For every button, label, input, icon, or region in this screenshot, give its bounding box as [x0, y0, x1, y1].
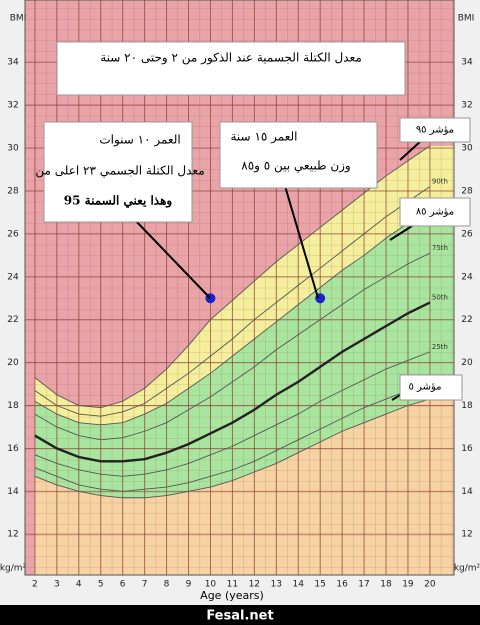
x-tick-label: 12: [249, 580, 260, 590]
y-tick-label: 16: [461, 444, 473, 454]
footer: Fesal.net: [206, 609, 273, 624]
y-tick-label: 22: [7, 315, 18, 325]
x-axis-label: Age (years): [200, 589, 264, 602]
curve-label: 90th: [432, 178, 448, 186]
annotation-box: [399, 197, 471, 227]
y-tick-label: 24: [7, 272, 19, 282]
y-unit: kg/m²: [0, 564, 27, 574]
y-unit: kg/m²: [454, 564, 480, 574]
y-tick-label: 28: [7, 186, 19, 196]
y-tick-label: 20: [7, 358, 19, 368]
y-axis-label: BMI: [458, 14, 475, 24]
y-tick-label: 32: [461, 101, 472, 111]
y-tick-label: 26: [7, 229, 19, 239]
curve-label: 75th: [432, 244, 448, 252]
y-tick-label: 34: [7, 58, 19, 68]
x-tick-label: 4: [76, 580, 82, 590]
y-tick-label: 34: [461, 58, 473, 68]
arrow: [134, 219, 211, 299]
y-tick-label: 14: [7, 487, 19, 497]
annotation: معدل الكتلة الجسمي ٢٣ اعلى من: [35, 164, 204, 178]
percentile-curve: [34, 301, 431, 463]
annotation-box: [399, 374, 463, 401]
x-tick-label: 11: [227, 580, 238, 590]
percentile-curve: [34, 398, 430, 499]
x-tick-label: 19: [402, 580, 414, 590]
percentile-curve: [34, 186, 431, 417]
x-tick-label: 15: [314, 580, 325, 590]
x-tick-label: 16: [336, 580, 348, 590]
arrow: [389, 225, 413, 241]
y-tick-label: 22: [461, 315, 472, 325]
y-tick-label: 30: [7, 144, 19, 154]
y-tick-label: 24: [461, 272, 473, 282]
x-tick-label: 10: [205, 580, 217, 590]
x-tick-label: 17: [358, 580, 369, 590]
x-tick-label: 5: [98, 580, 104, 590]
footer-bar: [0, 605, 480, 625]
y-axis-label: BMI: [10, 14, 27, 24]
y-tick-label: 28: [461, 186, 473, 196]
y-tick-label: 18: [461, 401, 473, 411]
y-tick-label: 26: [461, 229, 473, 239]
plot-frame: [24, 0, 455, 576]
annotation: وزن طبيعي بين ٥ و٨٥: [241, 159, 350, 173]
arrow: [284, 185, 319, 299]
x-tick-label: 18: [380, 580, 392, 590]
y-tick-label: 30: [461, 144, 473, 154]
percentile-curve: [34, 207, 431, 426]
y-tick-label: 12: [7, 530, 18, 540]
annotation: العمر ١٥ سنة: [231, 130, 298, 144]
x-tick-label: 8: [164, 580, 170, 590]
annotation: وهذا يعني السمنة 95: [64, 194, 173, 209]
x-tick-label: 2: [32, 580, 38, 590]
y-tick-label: 12: [461, 530, 472, 540]
x-tick-label: 13: [271, 580, 282, 590]
curve-label: 25th: [432, 343, 448, 351]
x-tick-label: 3: [54, 580, 60, 590]
percentile-curve: [34, 145, 431, 409]
y-tick-label: 20: [461, 358, 473, 368]
minor-grid: [25, 0, 454, 575]
annotation-box: [43, 121, 193, 223]
x-tick-label: 6: [120, 580, 126, 590]
annotation: مؤشر ٩٥: [416, 125, 454, 136]
y-tick-label: 32: [7, 101, 18, 111]
x-tick-label: 14: [292, 580, 304, 590]
x-tick-label: 7: [142, 580, 148, 590]
arrow: [399, 139, 423, 161]
title-box: [56, 41, 406, 96]
percentile-curve: [34, 383, 430, 492]
x-tick-label: 20: [424, 580, 436, 590]
y-tick-label: 18: [7, 401, 19, 411]
annotation-box: [219, 121, 378, 189]
y-tick-label: 14: [461, 487, 473, 497]
annotation: مؤشر ٨٥: [416, 207, 454, 218]
annotation-box: [399, 117, 471, 143]
chart-title: معدل الكتلة الجسمية عند الذكور من ٢ وحتى…: [100, 51, 362, 65]
y-tick-label: 16: [7, 444, 19, 454]
x-tick-label: 9: [186, 580, 192, 590]
annotation: العمر ١٠ سنوات: [99, 133, 180, 147]
curve-label: 50th: [432, 294, 448, 302]
annotation: مؤشر ٥: [409, 382, 442, 393]
percentile-curve: [34, 252, 431, 441]
percentile-curve: [34, 351, 431, 477]
